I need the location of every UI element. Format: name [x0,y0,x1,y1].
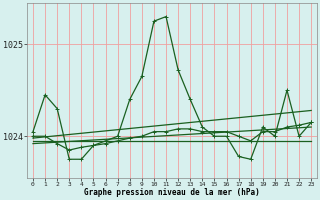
X-axis label: Graphe pression niveau de la mer (hPa): Graphe pression niveau de la mer (hPa) [84,188,260,197]
